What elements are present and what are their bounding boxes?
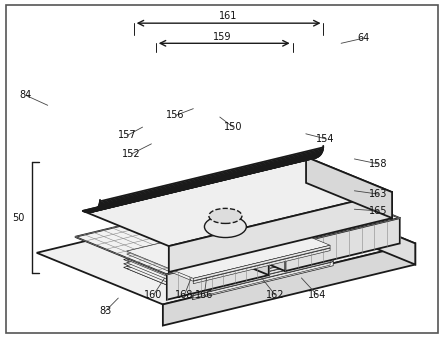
Polygon shape bbox=[194, 208, 285, 271]
Polygon shape bbox=[37, 192, 415, 305]
Polygon shape bbox=[123, 221, 333, 284]
Polygon shape bbox=[83, 157, 392, 246]
Text: 154: 154 bbox=[317, 134, 335, 144]
Polygon shape bbox=[193, 254, 330, 290]
Polygon shape bbox=[123, 225, 333, 288]
Polygon shape bbox=[127, 227, 330, 287]
Polygon shape bbox=[193, 260, 330, 295]
Text: 165: 165 bbox=[369, 206, 388, 216]
Text: 168: 168 bbox=[175, 290, 194, 300]
Polygon shape bbox=[192, 249, 333, 288]
Polygon shape bbox=[127, 224, 330, 284]
Ellipse shape bbox=[209, 208, 242, 223]
Ellipse shape bbox=[204, 216, 246, 238]
Text: 83: 83 bbox=[99, 307, 111, 316]
Polygon shape bbox=[163, 243, 415, 325]
Polygon shape bbox=[75, 212, 269, 274]
Polygon shape bbox=[123, 216, 333, 279]
Text: 150: 150 bbox=[224, 122, 242, 132]
Text: 50: 50 bbox=[12, 213, 24, 223]
Text: 164: 164 bbox=[308, 290, 326, 300]
Polygon shape bbox=[167, 250, 269, 300]
Text: 161: 161 bbox=[219, 11, 238, 22]
Polygon shape bbox=[193, 263, 330, 298]
Text: 166: 166 bbox=[195, 290, 214, 300]
Polygon shape bbox=[192, 245, 333, 284]
Polygon shape bbox=[192, 262, 333, 300]
Text: 160: 160 bbox=[144, 290, 163, 300]
Polygon shape bbox=[127, 221, 330, 281]
Polygon shape bbox=[123, 233, 333, 295]
Polygon shape bbox=[192, 258, 333, 295]
Text: 158: 158 bbox=[369, 159, 388, 169]
Polygon shape bbox=[127, 233, 330, 293]
Text: 156: 156 bbox=[166, 111, 185, 120]
Text: 163: 163 bbox=[369, 189, 388, 199]
Polygon shape bbox=[127, 218, 330, 279]
Polygon shape bbox=[306, 157, 392, 218]
Polygon shape bbox=[192, 254, 333, 292]
Text: 84: 84 bbox=[20, 90, 32, 100]
Polygon shape bbox=[193, 257, 330, 292]
Polygon shape bbox=[127, 236, 330, 296]
Polygon shape bbox=[289, 192, 415, 265]
Polygon shape bbox=[285, 218, 400, 271]
Polygon shape bbox=[194, 180, 400, 246]
Polygon shape bbox=[177, 212, 269, 275]
Polygon shape bbox=[169, 192, 392, 272]
Text: 159: 159 bbox=[213, 31, 231, 42]
Text: 152: 152 bbox=[122, 149, 141, 159]
Text: 157: 157 bbox=[118, 130, 136, 141]
Polygon shape bbox=[193, 248, 330, 284]
Polygon shape bbox=[127, 230, 330, 290]
Text: 64: 64 bbox=[357, 33, 369, 43]
Polygon shape bbox=[193, 245, 330, 281]
Polygon shape bbox=[123, 230, 333, 292]
Text: 162: 162 bbox=[266, 290, 284, 300]
Polygon shape bbox=[193, 251, 330, 287]
